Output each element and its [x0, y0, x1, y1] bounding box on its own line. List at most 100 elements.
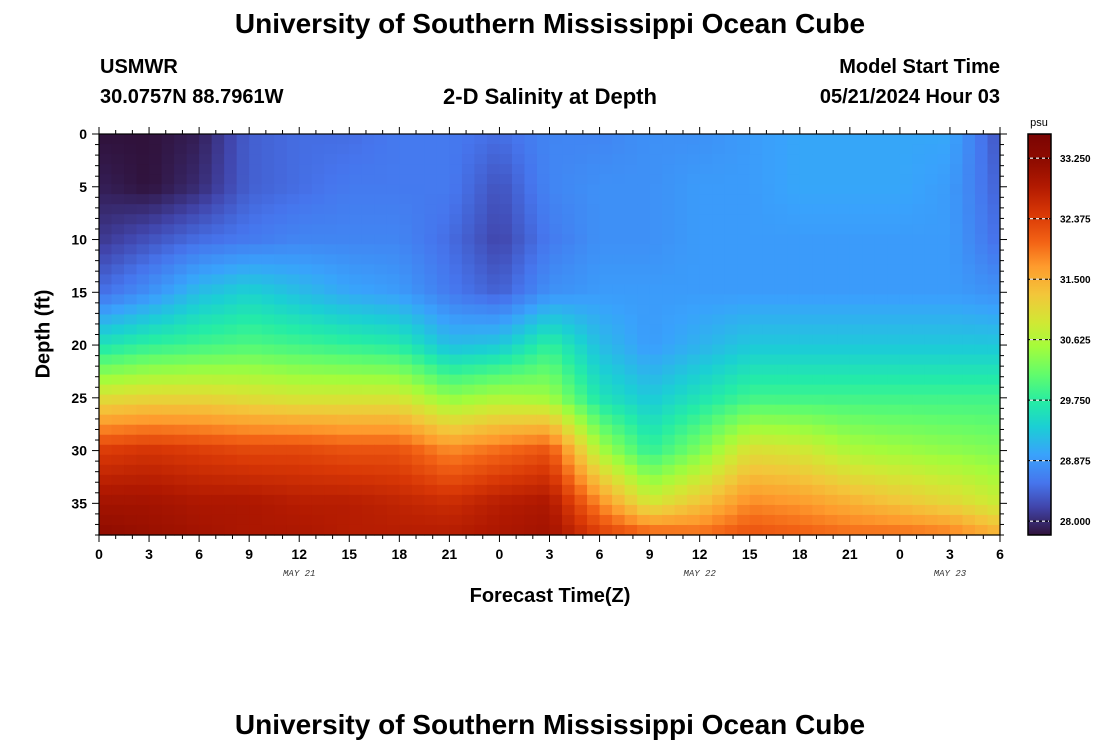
heatmap-cell: [987, 224, 1001, 235]
heatmap-cell: [587, 254, 601, 265]
heatmap-cell: [236, 354, 250, 366]
heatmap-cell: [774, 234, 788, 245]
heatmap-cell: [361, 384, 375, 396]
heatmap-cell: [924, 514, 939, 526]
heatmap-cell: [974, 314, 989, 326]
heatmap-cell: [749, 254, 763, 265]
heatmap-cell: [849, 344, 863, 356]
heatmap-cell: [499, 314, 513, 326]
heatmap-cell: [224, 174, 238, 185]
heatmap-cell: [974, 204, 989, 215]
heatmap-cell: [624, 214, 638, 225]
heatmap-cell: [912, 374, 926, 386]
heatmap-cell: [849, 254, 863, 265]
heatmap-cell: [549, 484, 563, 496]
heatmap-cell: [812, 134, 826, 145]
heatmap-cell: [474, 384, 488, 396]
heatmap-cell: [774, 274, 788, 285]
heatmap-cell: [574, 374, 588, 386]
heatmap-cell: [336, 224, 350, 235]
heatmap-cell: [737, 154, 751, 165]
heatmap-cell: [499, 154, 513, 165]
heatmap-cell: [311, 144, 325, 155]
heatmap-cell: [687, 164, 701, 175]
heatmap-cell: [349, 274, 363, 285]
heatmap-cell: [974, 134, 989, 145]
heatmap-cell: [524, 414, 538, 426]
heatmap-cell: [849, 394, 863, 406]
heatmap-cell: [486, 134, 501, 145]
heatmap-cell: [161, 224, 175, 235]
heatmap-cell: [749, 314, 763, 326]
heatmap-cell: [186, 304, 200, 316]
heatmap-cell: [662, 524, 676, 536]
heatmap-cell: [511, 514, 526, 526]
heatmap-cell: [349, 244, 363, 255]
heatmap-cell: [812, 454, 826, 466]
heatmap-cell: [361, 194, 375, 205]
heatmap-cell: [449, 304, 463, 316]
heatmap-cell: [962, 134, 976, 145]
heatmap-cell: [336, 194, 350, 205]
heatmap-cell: [687, 274, 701, 285]
heatmap-cell: [599, 294, 613, 306]
heatmap-cell: [849, 214, 863, 225]
heatmap-cell: [612, 134, 626, 145]
heatmap-cell: [762, 514, 776, 526]
heatmap-cell: [599, 364, 613, 376]
heatmap-cell: [249, 514, 263, 526]
heatmap-cell: [361, 504, 375, 516]
heatmap-cell: [649, 194, 663, 205]
heatmap-cell: [724, 364, 738, 376]
heatmap-cell: [311, 334, 325, 346]
x-tick-label: 6: [195, 546, 203, 562]
heatmap-cell: [161, 494, 175, 506]
heatmap-cell: [899, 464, 913, 476]
heatmap-cell: [649, 284, 663, 296]
heatmap-cell: [724, 324, 738, 336]
heatmap-cell: [249, 464, 263, 476]
heatmap-cell: [587, 144, 601, 155]
heatmap-cell: [787, 324, 801, 336]
heatmap-cell: [637, 164, 651, 175]
heatmap-cell: [662, 254, 676, 265]
heatmap-cell: [411, 464, 425, 476]
heatmap-cell: [587, 224, 601, 235]
heatmap-cell: [411, 524, 425, 536]
heatmap-cell: [737, 184, 751, 195]
heatmap-cell: [699, 134, 713, 145]
heatmap-cell: [824, 214, 838, 225]
heatmap-cell: [249, 354, 263, 366]
heatmap-cell: [361, 454, 375, 466]
heatmap-cell: [849, 434, 863, 446]
heatmap-cell: [699, 374, 713, 386]
heatmap-cell: [136, 364, 150, 376]
heatmap-cell: [712, 394, 726, 406]
heatmap-cell: [837, 384, 851, 396]
heatmap-cell: [436, 174, 450, 185]
heatmap-cell: [724, 254, 738, 265]
heatmap-cell: [737, 404, 751, 416]
heatmap-cell: [374, 134, 388, 145]
heatmap-cell: [799, 484, 813, 496]
heatmap-cell: [887, 494, 901, 506]
heatmap-cell: [724, 204, 738, 215]
heatmap-cell: [299, 454, 313, 466]
heatmap-cell: [699, 264, 713, 275]
heatmap-cell: [249, 404, 263, 416]
heatmap-cell: [887, 304, 901, 316]
heatmap-cell: [799, 454, 813, 466]
heatmap-cell: [837, 214, 851, 225]
heatmap-cell: [662, 184, 676, 195]
heatmap-cell: [186, 234, 200, 245]
heatmap-cell: [762, 474, 776, 486]
heatmap-cell: [174, 394, 188, 406]
heatmap-cell: [486, 284, 501, 296]
heatmap-cell: [436, 344, 450, 356]
heatmap-cell: [949, 294, 964, 306]
heatmap-cell: [136, 154, 150, 165]
heatmap-cell: [699, 344, 713, 356]
heatmap-cell: [524, 344, 538, 356]
heatmap-cell: [199, 324, 213, 336]
heatmap-cell: [199, 514, 213, 526]
